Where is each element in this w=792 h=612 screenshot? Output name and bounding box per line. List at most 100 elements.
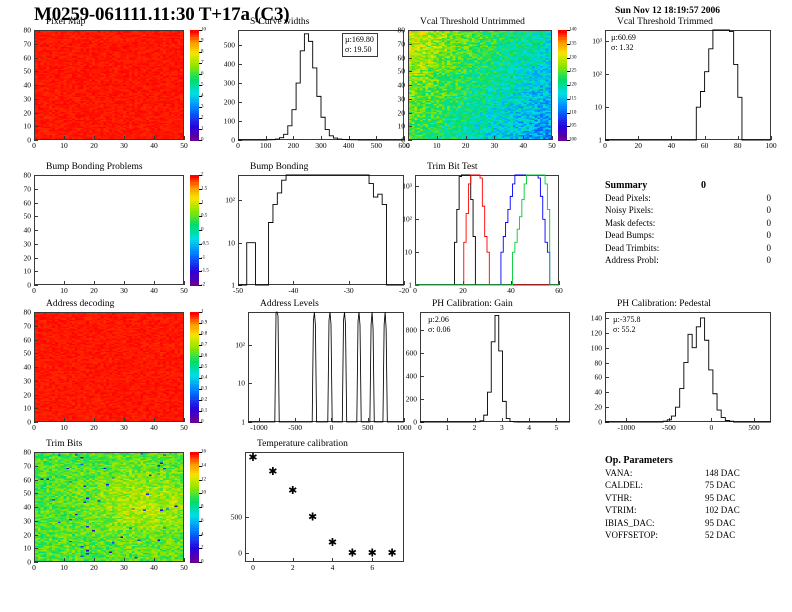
colorbar-segment [190, 525, 199, 529]
y-axis-tick [248, 344, 252, 346]
colorbar-segment [190, 52, 199, 56]
x-axis-tick [404, 418, 405, 422]
colorbar-segment [190, 241, 199, 245]
colorbar-label: 10 [201, 27, 206, 33]
colorbar-segment [558, 112, 567, 116]
x-axis-tick [671, 136, 673, 140]
x-axis-label: 2 [472, 423, 477, 432]
x-axis-label: 40 [150, 286, 158, 295]
op-parameter-row: CALDEL: 75 DAC [605, 480, 735, 492]
y-axis-label: 50 [23, 348, 32, 358]
panel-title: Vcal Threshold Untrimmed [420, 17, 525, 27]
x-axis-label: 20 [90, 286, 98, 295]
y-axis-tick [408, 126, 412, 128]
y-axis-label: 10 [23, 266, 32, 276]
colorbar-segment [190, 364, 199, 368]
op-parameter-value: 95 DAC [705, 517, 736, 528]
y-axis-label: 80 [397, 25, 406, 35]
colorbar-label: 2 [201, 115, 204, 121]
colorbar-segment [558, 107, 567, 111]
colorbar-segment [190, 62, 199, 65]
x-axis-label: 200 [287, 141, 299, 150]
colorbar-segment [190, 280, 199, 284]
colorbar-segment [190, 493, 199, 497]
colorbar-segment [190, 101, 199, 104]
x-axis-tick [436, 136, 438, 140]
x-axis-tick [292, 558, 294, 562]
x-axis-tick [238, 136, 239, 140]
x-axis-tick [376, 136, 378, 140]
colorbar-segment [190, 227, 199, 231]
colorbar-segment [558, 89, 567, 93]
mu-label: µ:2.06 [428, 315, 449, 324]
colorbar-tick [199, 312, 202, 313]
colorbar-segment [190, 465, 199, 469]
y-axis-label: 120 [590, 328, 602, 338]
x-axis-tick [94, 558, 95, 562]
scatter-marker: ✱ [308, 512, 317, 524]
y-axis-label: 100 [590, 343, 602, 353]
colorbar-segment [558, 57, 567, 61]
x-axis-tick [556, 418, 558, 422]
colorbar-segment [190, 78, 199, 82]
x-axis-tick [154, 558, 155, 562]
x-axis-tick [34, 136, 35, 140]
colorbar-segment [558, 34, 567, 38]
y-axis-label: 600 [405, 348, 417, 358]
y-axis-label: 70 [23, 321, 32, 331]
y-axis-label: 400 [405, 371, 417, 381]
x-axis-tick [552, 136, 553, 140]
colorbar-segment [190, 259, 199, 263]
y-axis-label: 80 [23, 307, 32, 317]
op-parameter-row: IBIAS_DAC: 95 DAC [605, 518, 735, 530]
x-axis-tick [184, 136, 185, 140]
colorbar-segment [190, 202, 199, 206]
x-axis-label: 300 [315, 141, 327, 150]
colorbar-segment [190, 369, 199, 373]
scatter-marker: ✱ [348, 547, 357, 559]
summary-row: Mask defects: 0 [605, 218, 771, 230]
colorbar-segment [190, 114, 199, 118]
panel-title: Address decoding [46, 299, 115, 309]
plot-data [420, 314, 570, 423]
colorbar-segment [190, 57, 199, 61]
colorbar-label: 8 [201, 49, 204, 55]
colorbar-segment [190, 112, 199, 116]
colorbar-label: 9 [201, 38, 204, 44]
colorbar-tick [567, 140, 570, 141]
colorbar-segment [190, 452, 199, 455]
colorbar-segment [190, 378, 199, 382]
colorbar-segment [190, 246, 199, 249]
y-axis-tick [34, 562, 38, 563]
x-axis-label: 4 [527, 423, 531, 432]
colorbar-segment [190, 128, 199, 132]
stat-box: µ:-375.8 σ: 55.2 [613, 315, 641, 335]
x-axis-label: -30 [343, 286, 354, 295]
colorbar-segment [190, 186, 199, 190]
mu-label: µ:60.69 [611, 33, 636, 42]
plot-frame [415, 175, 559, 285]
colorbar-label: -1 [201, 255, 206, 260]
colorbar-segment [190, 103, 199, 107]
colorbar-segment [190, 66, 199, 70]
y-axis-tick [34, 202, 38, 204]
colorbar-label: 8 [201, 504, 204, 510]
colorbar-segment [190, 41, 199, 45]
x-axis-label: 100 [260, 141, 272, 150]
x-axis-label: 60 [555, 286, 563, 295]
x-axis-tick [529, 418, 531, 422]
panel-title: Vcal Threshold Trimmed [617, 17, 713, 27]
x-axis-label: 20 [461, 141, 470, 150]
colorbar-segment [190, 181, 199, 185]
y-axis-tick [34, 380, 38, 382]
colorbar-tick [567, 85, 570, 86]
summary-row-value: 0 [766, 242, 772, 253]
summary-row-value: 0 [766, 205, 772, 216]
colorbar-tick [199, 52, 202, 53]
panel-title: Bump Bonding [250, 162, 309, 172]
y-axis-tick [408, 30, 412, 31]
colorbar-segment [558, 52, 567, 56]
op-parameter-value: 52 DAC [705, 529, 736, 540]
heatmap-image [35, 31, 183, 139]
x-axis-tick [465, 136, 467, 140]
